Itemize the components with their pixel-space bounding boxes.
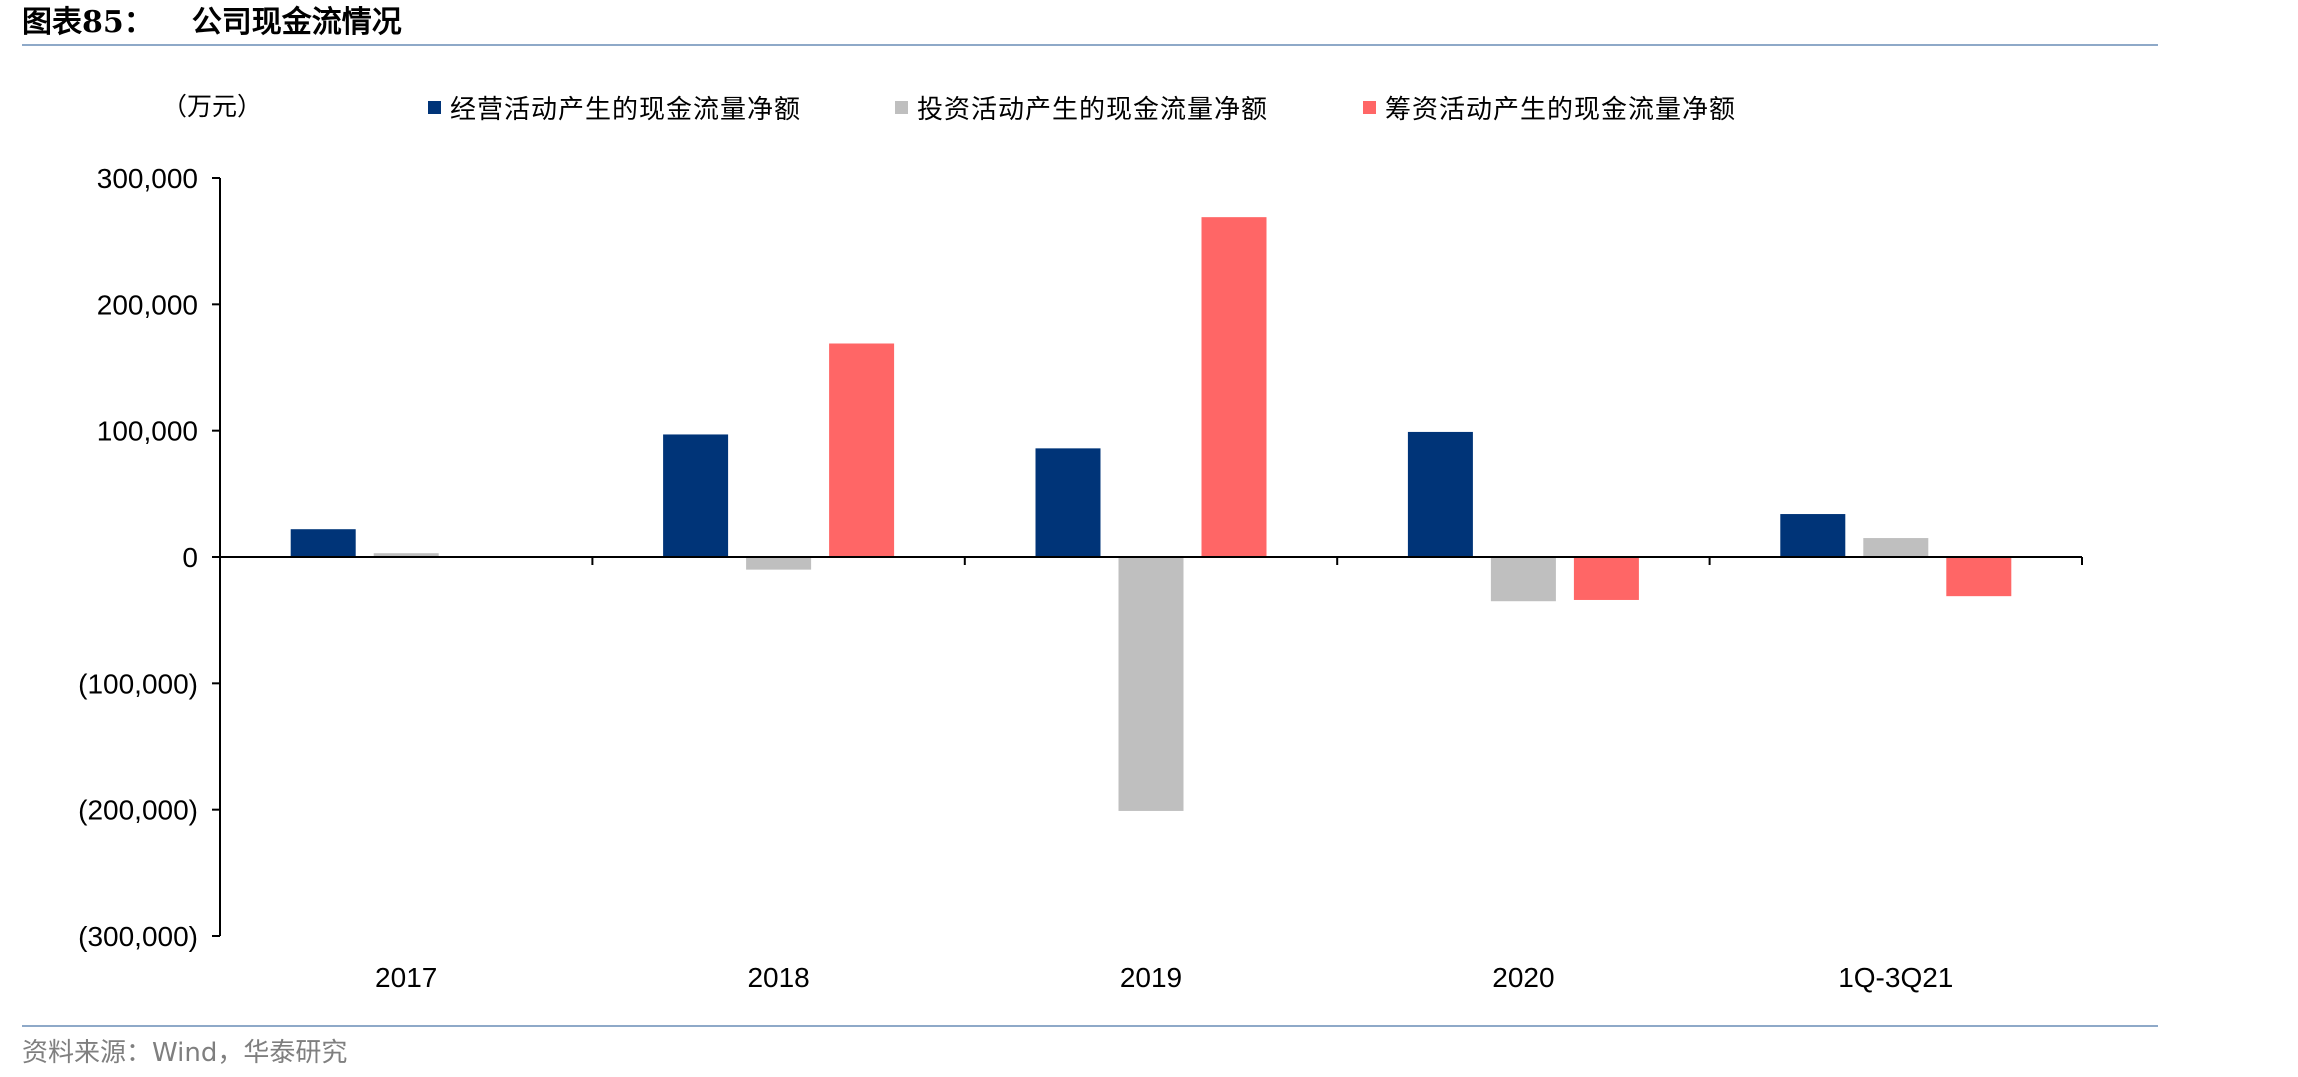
source-note: 资料来源：Wind，华泰研究	[22, 1038, 348, 1068]
figure-number: 图表85：	[22, 5, 154, 40]
y-tick-label: (300,000)	[78, 921, 198, 952]
bar-series-3-2020	[1573, 557, 1639, 600]
x-tick-label: 2020	[1492, 962, 1554, 993]
bar-series-1-2019	[1035, 448, 1101, 557]
legend-item-financing: 筹资活动产生的现金流量净额	[1363, 90, 1737, 125]
x-tick-label: 1Q-3Q21	[1838, 962, 1953, 993]
legend-swatch-operating	[428, 100, 441, 114]
legend-item-operating: 经营活动产生的现金流量净额	[428, 90, 802, 125]
legend-label-investing: 投资活动产生的现金流量净额	[917, 94, 1269, 125]
y-tick-label: (200,000)	[78, 795, 198, 826]
bar-series-1-2020	[1407, 431, 1473, 557]
y-tick-label: 100,000	[97, 416, 198, 447]
bar-series-1-1Q-3Q21	[1780, 514, 1846, 557]
y-tick-label: (100,000)	[78, 668, 198, 699]
y-tick-label: 200,000	[97, 289, 198, 320]
figure-title-text: 公司现金流情况	[191, 5, 402, 40]
bottom-divider	[22, 1025, 2158, 1027]
bar-series-2-2017	[373, 553, 439, 557]
bar-series-3-2018	[829, 343, 895, 557]
legend-label-operating: 经营活动产生的现金流量净额	[450, 94, 802, 125]
y-tick-label: 0	[182, 542, 198, 573]
x-tick-label: 2017	[375, 962, 437, 993]
legend-swatch-investing	[895, 100, 908, 114]
y-tick-label: 300,000	[97, 163, 198, 194]
unit-label: （万元）	[162, 92, 263, 121]
x-tick-label: 2019	[1120, 962, 1182, 993]
bar-series-3-1Q-3Q21	[1946, 557, 2012, 597]
legend-label-financing: 筹资活动产生的现金流量净额	[1385, 94, 1737, 125]
bar-series-2-2018	[746, 557, 812, 570]
bar-series-1-2017	[290, 529, 356, 557]
legend-swatch-financing	[1363, 100, 1376, 114]
bar-series-2-2020	[1490, 557, 1556, 602]
bar-series-3-2019	[1201, 217, 1267, 557]
bar-series-2-2019	[1118, 557, 1184, 811]
bar-series-1-2018	[663, 434, 729, 557]
top-divider	[22, 44, 2158, 46]
x-tick-label: 2018	[747, 962, 809, 993]
legend-item-investing: 投资活动产生的现金流量净额	[895, 90, 1269, 125]
bar-series-2-1Q-3Q21	[1863, 538, 1929, 557]
figure-title: 图表85： 公司现金流情况	[22, 4, 402, 42]
